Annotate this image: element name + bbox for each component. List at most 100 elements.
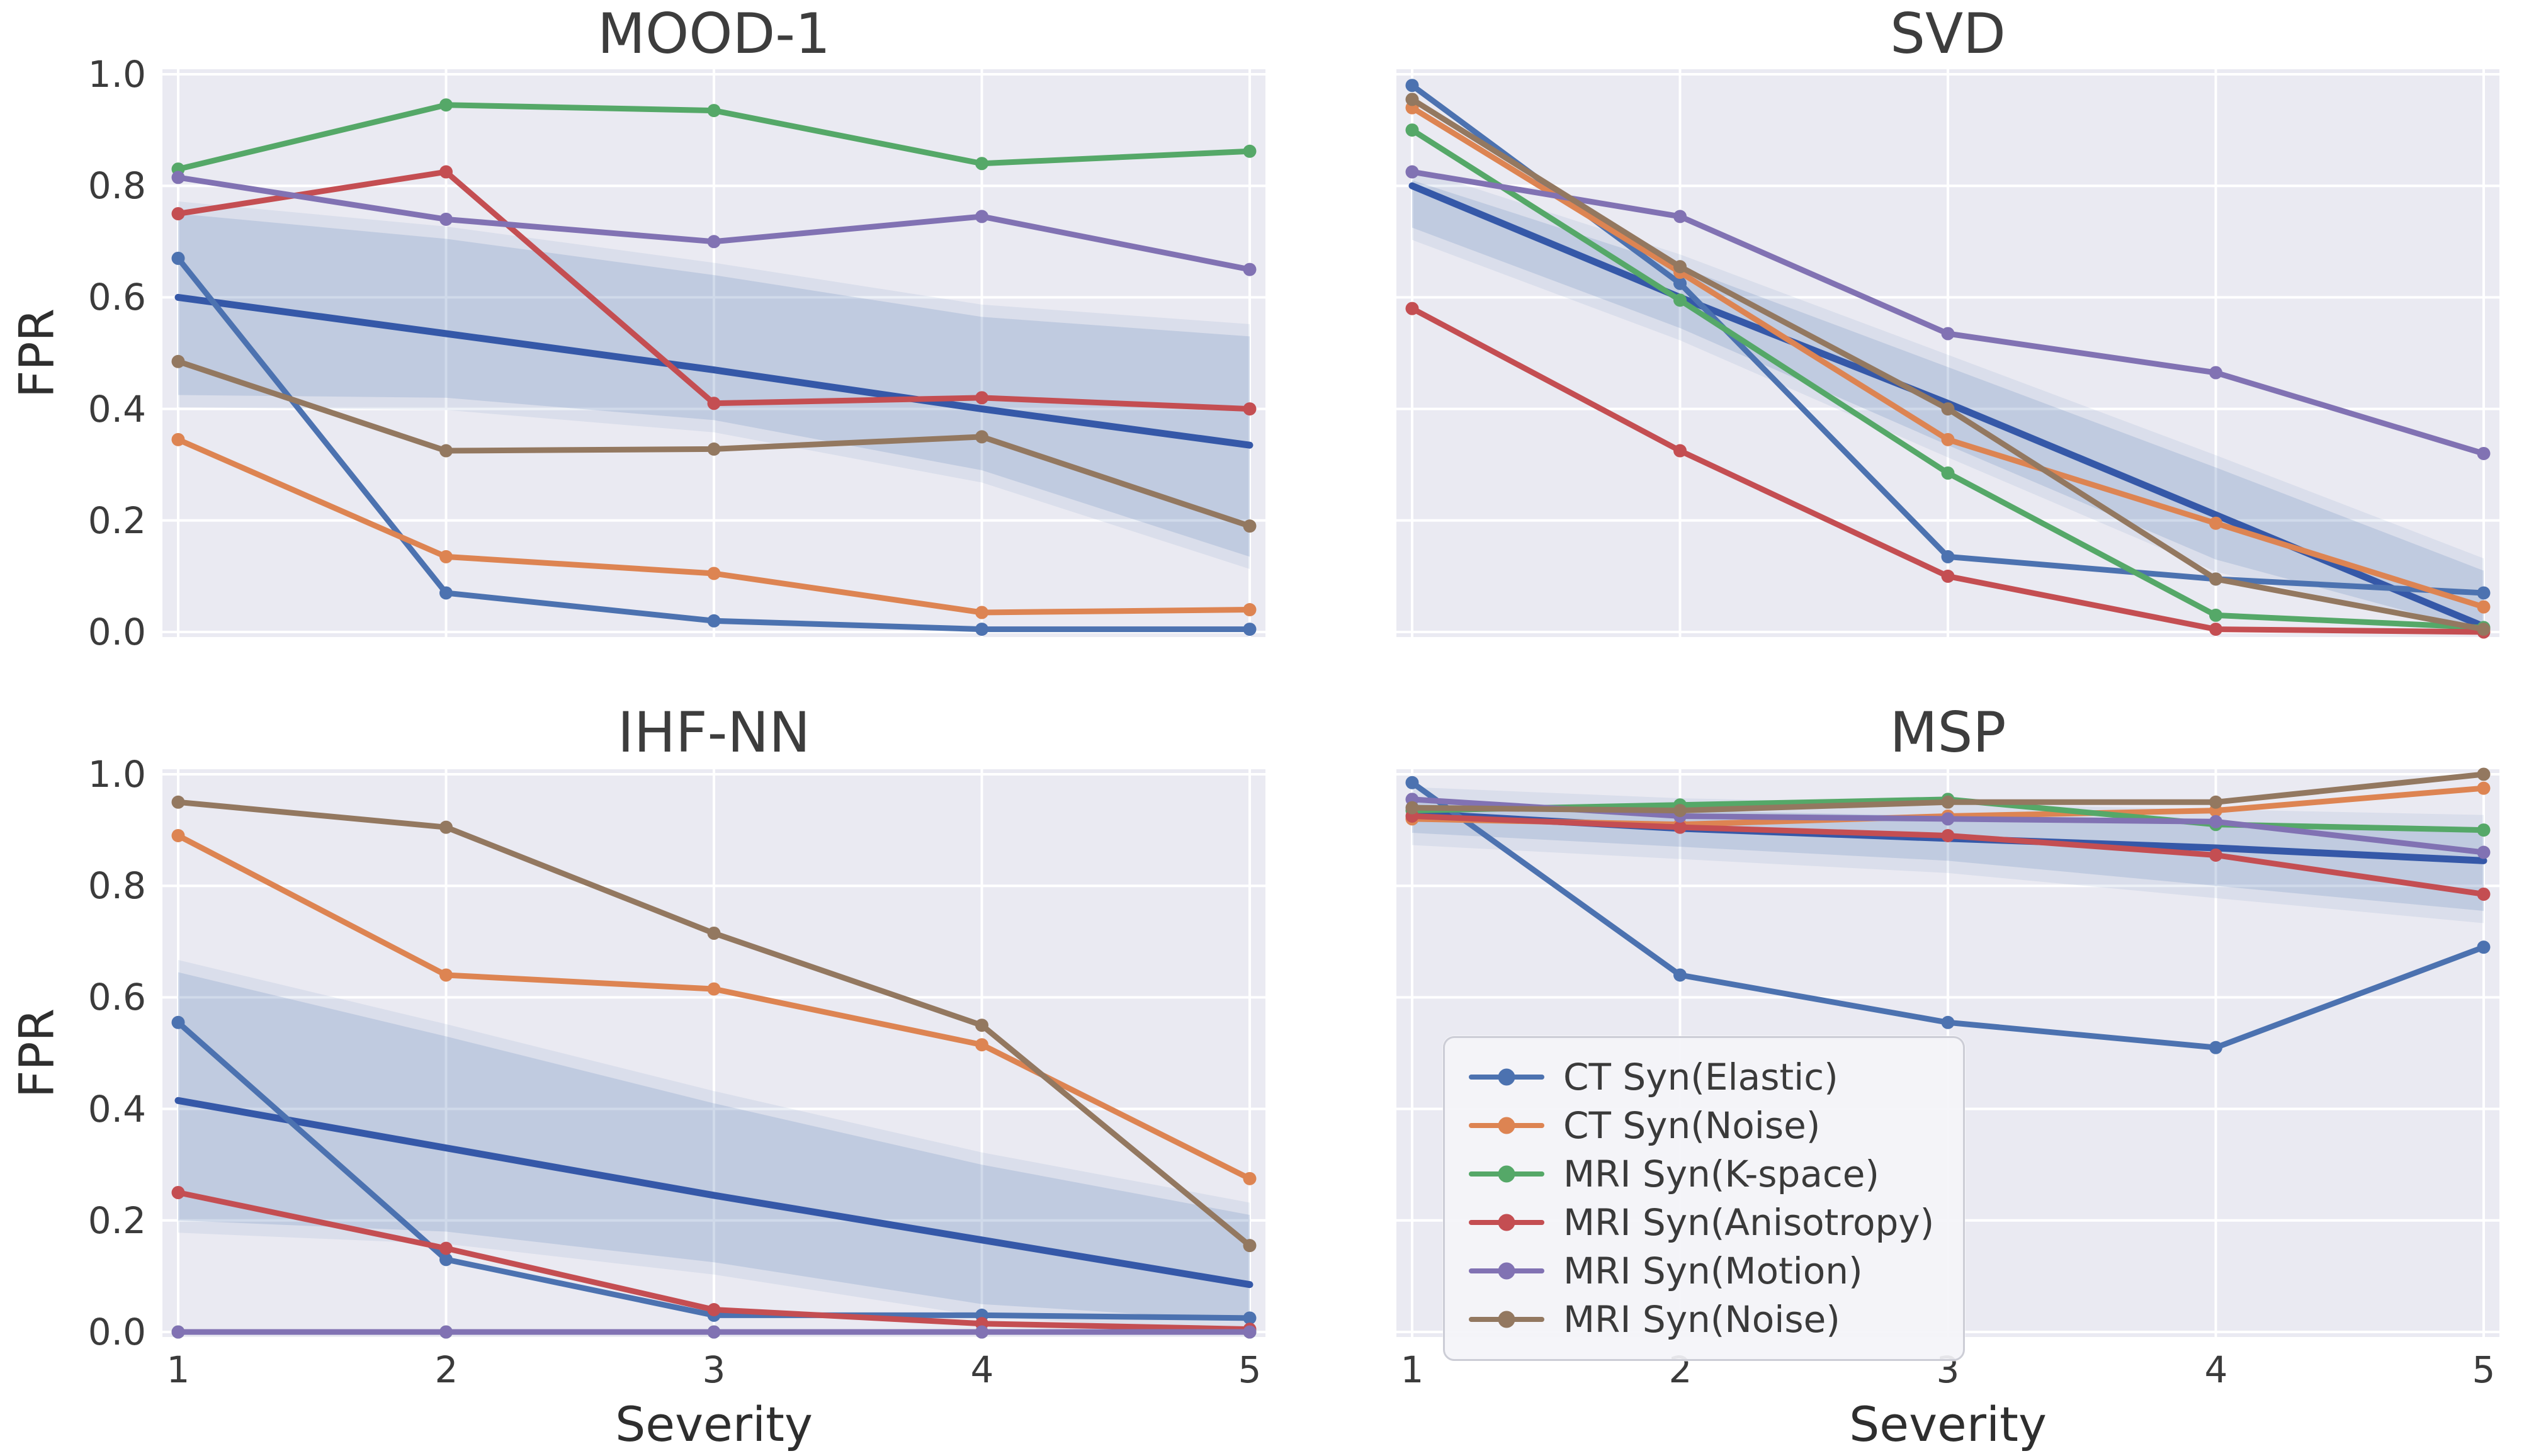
series-mri-syn-motion [1405,165,2491,460]
data-point-ct-syn-elastic-severity-2 [1673,276,1687,290]
data-point-mri-syn-k-space-severity-3 [707,104,721,118]
legend-item-mri-syn-k-space: MRI Syn(K-space) [1469,1152,1934,1195]
data-point-mri-syn-motion-severity-2 [1673,210,1687,223]
data-point-mri-syn-noise-severity-5 [2477,767,2491,781]
y-tick-label: 0.2 [88,1199,146,1242]
y-tick-label: 0.4 [88,388,146,431]
legend-item-label: MRI Syn(Anisotropy) [1563,1200,1935,1244]
legend-item-label: CT Syn(Elastic) [1563,1056,1838,1098]
data-point-mri-syn-anisotropy-severity-4 [975,391,988,405]
data-point-ct-syn-elastic-severity-3 [1941,550,1955,563]
data-point-mri-syn-noise-severity-3 [1941,402,1955,416]
data-point-mri-syn-motion-severity-4 [975,210,988,223]
data-point-mri-syn-anisotropy-severity-5 [2477,887,2491,901]
confidence-band [178,213,1250,557]
subplot-ihf-nn [162,769,1265,1339]
data-point-mri-syn-anisotropy-severity-2 [439,1241,453,1255]
data-point-mri-syn-motion-severity-4 [2209,366,2222,380]
data-point-mri-syn-k-space-severity-5 [2477,823,2491,837]
data-point-ct-syn-elastic-severity-5 [1243,1311,1257,1325]
legend-item-label: MRI Syn(Noise) [1563,1297,1840,1341]
y-tick-label: 0.8 [88,164,146,207]
data-point-mri-syn-motion-severity-5 [2477,845,2491,859]
series-mri-syn-motion [171,171,1257,276]
subplot-title-ihf-nn: IHF-NN [617,700,811,765]
data-point-ct-syn-elastic-severity-3 [707,614,721,628]
series-mri-syn-noise [171,795,1257,1253]
legend-item-ct-syn-elastic: CT Syn(Elastic) [1469,1057,1934,1098]
data-point-mri-syn-noise-severity-4 [975,430,988,444]
data-point-ct-syn-elastic-severity-3 [1941,1015,1955,1029]
data-point-mri-syn-motion-severity-2 [439,1325,453,1339]
y-tick-label: 0.8 [88,864,146,907]
data-point-ct-syn-noise-severity-5 [1243,603,1257,617]
x-tick-label: 4 [2204,1348,2228,1391]
data-point-mri-syn-noise-severity-3 [707,927,721,940]
data-point-mri-syn-k-space-severity-2 [439,98,453,112]
data-point-mri-syn-anisotropy-severity-3 [707,397,721,410]
y-tick-label: 0.6 [88,976,146,1019]
subplot-title-mood-1: MOOD-1 [597,1,830,66]
data-point-mri-syn-motion-severity-3 [707,235,721,249]
data-point-mri-syn-motion-severity-1 [171,171,185,184]
legend-item-label: MRI Syn(K-space) [1563,1152,1880,1195]
legend-line-marker-icon [1469,1308,1544,1331]
data-point-mri-syn-noise-severity-1 [1405,801,1419,815]
data-point-ct-syn-elastic-severity-1 [171,1015,185,1029]
x-tick-label: 5 [2472,1348,2496,1391]
data-point-mri-syn-anisotropy-severity-2 [1673,444,1687,458]
data-point-mri-syn-noise-severity-5 [2477,623,2491,636]
legend-item-mri-syn-motion: MRI Syn(Motion) [1469,1250,1934,1292]
data-point-mri-syn-motion-severity-3 [1941,327,1955,341]
data-point-ct-syn-noise-severity-5 [1243,1171,1257,1185]
series-mri-syn-noise [1405,93,2491,636]
legend-item-label: CT Syn(Noise) [1563,1103,1821,1147]
legend-line-marker-icon [1469,1260,1544,1282]
subplot-title-svd: SVD [1890,1,2006,66]
data-point-ct-syn-noise-severity-5 [2477,781,2491,795]
legend-item-mri-syn-noise: MRI Syn(Noise) [1469,1299,1934,1340]
data-point-mri-syn-k-space-severity-3 [1941,466,1955,480]
data-point-mri-syn-noise-severity-4 [2209,572,2222,586]
data-point-mri-syn-motion-severity-1 [1405,165,1419,179]
data-point-mri-syn-anisotropy-severity-3 [1941,828,1955,842]
data-point-mri-syn-anisotropy-severity-2 [439,165,453,179]
data-point-mri-syn-anisotropy-severity-3 [707,1303,721,1317]
data-point-ct-syn-noise-severity-2 [439,968,453,982]
data-point-ct-syn-elastic-severity-2 [439,1253,453,1267]
data-point-ct-syn-noise-severity-1 [171,828,185,842]
data-point-ct-syn-noise-severity-2 [439,550,453,563]
data-point-mri-syn-noise-severity-5 [1243,1239,1257,1253]
legend-line-marker-icon [1469,1163,1544,1185]
x-axis-label-left: Severity [615,1396,813,1452]
series-mri-syn-anisotropy [171,1186,1257,1336]
data-point-mri-syn-motion-severity-3 [1941,812,1955,826]
confidence-band-outer [178,201,1250,569]
trend-line [174,1097,1253,1289]
data-point-mri-syn-noise-severity-1 [171,354,185,368]
data-point-mri-syn-noise-severity-4 [2209,795,2222,809]
data-point-mri-syn-noise-severity-2 [439,820,453,834]
legend-item-mri-syn-anisotropy: MRI Syn(Anisotropy) [1469,1202,1934,1243]
series-mri-syn-noise [1405,767,2491,818]
data-point-mri-syn-motion-severity-3 [707,1325,721,1339]
data-point-mri-syn-k-space-severity-2 [1673,293,1687,307]
confidence-band [178,972,1250,1321]
data-point-mri-syn-k-space-severity-4 [975,157,988,171]
y-tick-label: 1.0 [88,753,146,796]
series-mri-syn-motion [171,1325,1257,1339]
legend-line-marker-icon [1469,1211,1544,1234]
data-point-ct-syn-elastic-severity-1 [1405,776,1419,789]
x-tick-label: 5 [1238,1348,1262,1391]
data-point-ct-syn-noise-severity-3 [707,982,721,996]
data-point-mri-syn-anisotropy-severity-1 [1405,302,1419,315]
x-tick-label: 4 [970,1348,994,1391]
legend-item-ct-syn-noise: CT Syn(Noise) [1469,1105,1934,1146]
data-point-mri-syn-noise-severity-4 [975,1019,988,1032]
data-point-ct-syn-noise-severity-5 [2477,600,2491,614]
data-point-ct-syn-elastic-severity-4 [975,623,988,636]
series-mri-syn-anisotropy [1405,809,2491,901]
data-point-ct-syn-elastic-severity-4 [2209,1041,2222,1054]
